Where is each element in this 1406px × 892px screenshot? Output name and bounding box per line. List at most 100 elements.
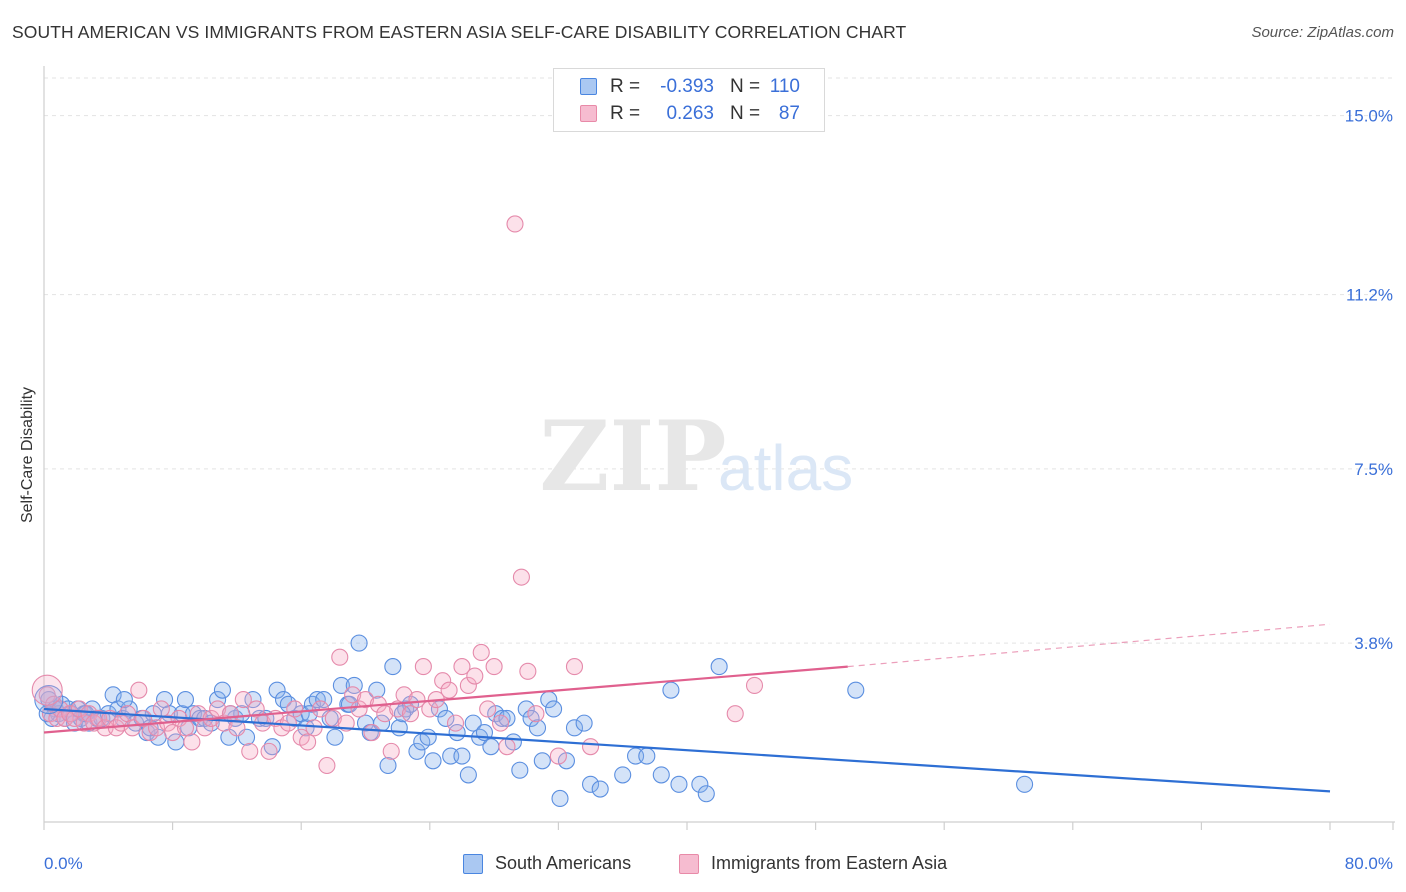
eastern-asia-point (318, 756, 336, 775)
n-value: 87 (778, 103, 800, 124)
eastern-asia-point (506, 215, 524, 233)
south-american-point (213, 681, 231, 699)
south-american-trend-line (43, 707, 1331, 793)
south-american-point (575, 714, 593, 732)
south-american-point (652, 766, 670, 784)
south-american-point (522, 709, 540, 727)
y-tick-label: 7.5% (1354, 460, 1393, 479)
eastern-asia-point (466, 667, 484, 685)
south-american-point (591, 780, 609, 798)
south-american-point (638, 747, 656, 765)
eastern-asia-point (324, 709, 342, 727)
r-value: 0.263 (666, 103, 714, 124)
eastern-asia-point (527, 705, 545, 723)
eastern-asia-point (228, 719, 246, 737)
south-american-point (1016, 775, 1034, 793)
eastern-asia-point (241, 742, 259, 760)
eastern-asia-point (389, 700, 407, 718)
eastern-asia-point (459, 676, 477, 694)
eastern-asia-point (401, 705, 420, 723)
south-american-point (551, 789, 569, 808)
eastern-asia-point (344, 686, 362, 704)
watermark-zip: ZIP (539, 400, 726, 513)
eastern-asia-point (382, 742, 400, 760)
eastern-asia-point (376, 705, 394, 723)
eastern-asia-point (176, 719, 195, 737)
eastern-asia-point (434, 672, 452, 690)
eastern-asia-point (152, 700, 170, 718)
eastern-asia-point (38, 686, 56, 704)
south-american-point (350, 634, 368, 652)
eastern-asia-point (565, 658, 584, 676)
r-label: R = (610, 76, 641, 97)
south-american-point (390, 719, 408, 737)
south-american-point (453, 747, 471, 765)
south-american-point (315, 691, 333, 709)
eastern-asia-point (549, 747, 567, 765)
eastern-asia-point (745, 676, 764, 694)
eastern-asia-point (498, 738, 516, 756)
south-american-point (437, 709, 455, 727)
eastern-asia-point (491, 714, 510, 732)
south-american-point (368, 681, 386, 699)
legend-swatch-blue (580, 78, 597, 95)
south-american-point (408, 742, 426, 760)
south-american-point (308, 691, 326, 709)
series-legend: South Americans Immigrants from Eastern … (0, 852, 1406, 878)
r-value: -0.393 (660, 76, 714, 97)
eastern-asia-point (31, 674, 63, 706)
south-american-point (268, 681, 286, 699)
south-american-point (326, 728, 344, 746)
legend-swatch-pink (580, 105, 597, 122)
eastern-asia-trend-line (43, 665, 848, 734)
eastern-asia-point (363, 723, 381, 742)
south-american-point (34, 685, 64, 715)
x-tick-label: 80.0% (1345, 854, 1393, 873)
eastern-asia-point (260, 742, 278, 760)
y-tick-label: 11.2% (1346, 286, 1393, 305)
eastern-asia-point (414, 658, 432, 676)
south-american-point (263, 738, 281, 756)
n-label: N = (730, 103, 761, 124)
eastern-asia-point (234, 691, 252, 709)
south-american-point (670, 775, 688, 793)
south-american-point (424, 752, 442, 770)
eastern-asia-point (279, 714, 297, 732)
legend-label: South Americans (495, 853, 632, 873)
eastern-asia-point (512, 568, 530, 586)
stats-legend: R = -0.393 N = 110 R = 0.263 N = 87 (553, 68, 825, 132)
south-american-point (697, 785, 715, 803)
eastern-asia-point (472, 643, 490, 662)
y-tick-label: 3.8% (1354, 634, 1393, 653)
eastern-asia-point (209, 700, 227, 718)
legend-label: Immigrants from Eastern Asia (711, 853, 948, 873)
south-american-point (384, 658, 402, 676)
eastern-asia-point (519, 662, 537, 680)
n-value: 110 (769, 76, 800, 97)
eastern-asia-point (299, 733, 317, 751)
south-american-point (332, 676, 350, 694)
eastern-asia-point (446, 714, 465, 732)
eastern-asia-point (726, 705, 744, 723)
south-american-point (379, 756, 397, 775)
south-american-point (419, 728, 437, 746)
south-american-point (517, 700, 535, 718)
eastern-asia-point (286, 700, 304, 718)
eastern-asia-trend-extension (847, 623, 1331, 668)
eastern-asia-point (331, 648, 349, 666)
eastern-asia-point (581, 738, 600, 756)
south-american-point (464, 714, 482, 732)
stats-legend-row-south-americans: R = -0.393 N = 110 (554, 74, 824, 100)
watermark-atlas: atlas (718, 432, 853, 504)
south-american-point (115, 691, 133, 709)
south-american-point (528, 719, 547, 737)
eastern-asia-point (350, 700, 368, 718)
south-american-point (274, 691, 293, 709)
south-american-point (710, 658, 728, 676)
south-american-point (511, 761, 529, 779)
eastern-asia-point (305, 719, 323, 737)
south-american-point (482, 738, 500, 756)
eastern-asia-point (440, 681, 458, 699)
stats-legend-row-eastern-asia: R = 0.263 N = 87 (554, 101, 824, 127)
